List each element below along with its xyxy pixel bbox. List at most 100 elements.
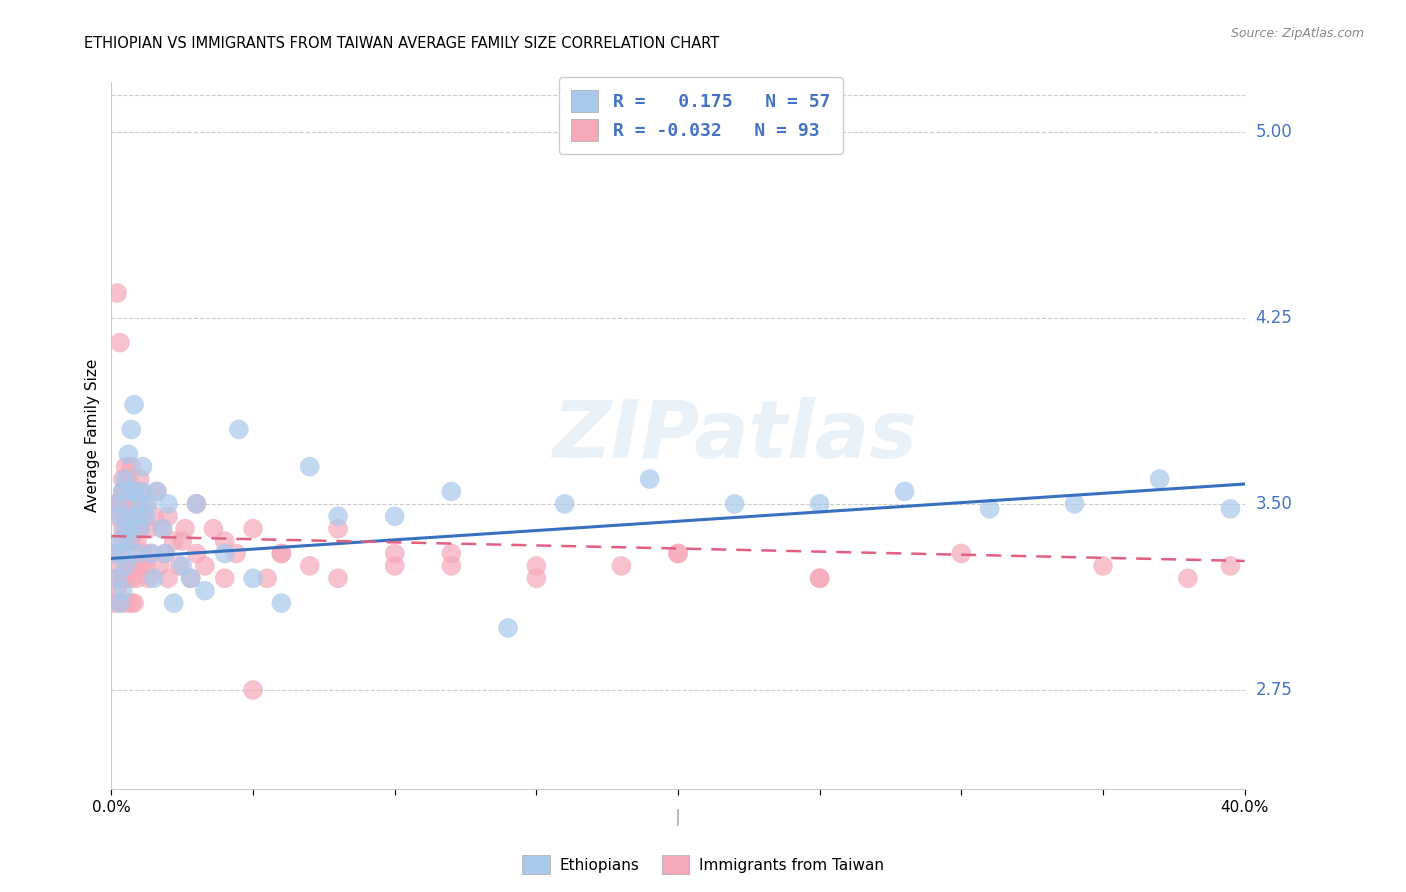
Point	[120, 534, 142, 549]
Point	[142, 509, 165, 524]
Point	[950, 546, 973, 560]
Point	[163, 596, 186, 610]
Point	[186, 497, 208, 511]
Point	[105, 583, 128, 598]
Point	[108, 509, 131, 524]
Point	[120, 484, 142, 499]
Point	[117, 534, 139, 549]
Point	[1149, 472, 1171, 486]
Point	[440, 546, 463, 560]
Point	[120, 596, 142, 610]
Point	[440, 558, 463, 573]
Point	[666, 546, 689, 560]
Text: ZIPatlas: ZIPatlas	[553, 397, 917, 475]
Text: 5.00: 5.00	[1256, 123, 1292, 141]
Point	[186, 497, 208, 511]
Point	[134, 509, 156, 524]
Point	[242, 571, 264, 585]
Point	[114, 472, 136, 486]
Point	[128, 558, 150, 573]
Point	[186, 546, 208, 560]
Point	[202, 522, 225, 536]
Point	[108, 534, 131, 549]
Point	[108, 558, 131, 573]
Point	[155, 546, 177, 560]
Point	[122, 398, 145, 412]
Point	[117, 447, 139, 461]
Point	[120, 509, 142, 524]
Point	[111, 546, 134, 560]
Point	[122, 596, 145, 610]
Point	[108, 596, 131, 610]
Point	[136, 571, 159, 585]
Point	[524, 558, 547, 573]
Point	[1063, 497, 1085, 511]
Text: ETHIOPIAN VS IMMIGRANTS FROM TAIWAN AVERAGE FAMILY SIZE CORRELATION CHART: ETHIOPIAN VS IMMIGRANTS FROM TAIWAN AVER…	[84, 36, 720, 51]
Point	[979, 501, 1001, 516]
Point	[893, 484, 915, 499]
Point	[808, 497, 831, 511]
Point	[105, 571, 128, 585]
Point	[157, 571, 180, 585]
Point	[125, 571, 148, 585]
Point	[105, 497, 128, 511]
Point	[298, 459, 321, 474]
Point	[128, 522, 150, 536]
Point	[174, 522, 197, 536]
Point	[120, 459, 142, 474]
Point	[242, 682, 264, 697]
Text: 3.50: 3.50	[1256, 495, 1292, 513]
Point	[122, 484, 145, 499]
Point	[125, 534, 148, 549]
Point	[298, 558, 321, 573]
Point	[131, 484, 153, 499]
Point	[228, 422, 250, 436]
Point	[225, 546, 247, 560]
Point	[157, 509, 180, 524]
Point	[270, 546, 292, 560]
Point	[128, 522, 150, 536]
Point	[384, 546, 406, 560]
Point	[125, 509, 148, 524]
Point	[142, 571, 165, 585]
Point	[111, 484, 134, 499]
Point	[136, 497, 159, 511]
Point	[103, 546, 125, 560]
Point	[117, 509, 139, 524]
Legend: R =   0.175   N = 57, R = -0.032   N = 93: R = 0.175 N = 57, R = -0.032 N = 93	[558, 77, 842, 153]
Point	[172, 558, 194, 573]
Point	[326, 509, 349, 524]
Point	[114, 522, 136, 536]
Point	[1219, 501, 1241, 516]
Point	[145, 484, 167, 499]
Point	[120, 571, 142, 585]
Point	[1219, 558, 1241, 573]
Point	[111, 522, 134, 536]
Point	[125, 497, 148, 511]
Point	[136, 522, 159, 536]
Point	[524, 571, 547, 585]
Point	[111, 472, 134, 486]
Point	[384, 558, 406, 573]
Point	[214, 546, 236, 560]
Point	[122, 484, 145, 499]
Point	[114, 509, 136, 524]
Point	[108, 596, 131, 610]
Point	[105, 509, 128, 524]
Point	[122, 522, 145, 536]
Point	[111, 534, 134, 549]
Point	[117, 484, 139, 499]
Point	[111, 583, 134, 598]
Point	[145, 484, 167, 499]
Point	[122, 558, 145, 573]
Point	[666, 546, 689, 560]
Point	[1091, 558, 1114, 573]
Point	[117, 472, 139, 486]
Point	[108, 546, 131, 560]
Point	[131, 509, 153, 524]
Point	[111, 484, 134, 499]
Point	[326, 522, 349, 536]
Point	[169, 558, 191, 573]
Point	[194, 583, 217, 598]
Point	[610, 558, 633, 573]
